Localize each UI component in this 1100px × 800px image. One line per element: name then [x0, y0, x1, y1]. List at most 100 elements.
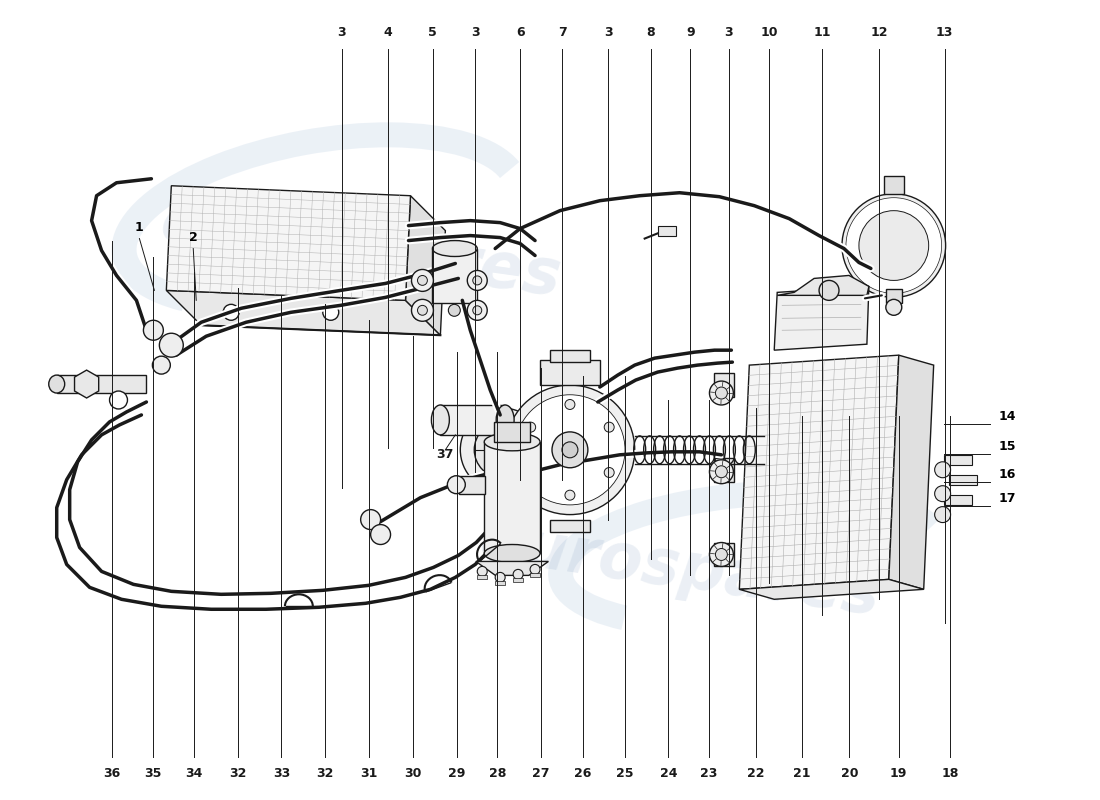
- Polygon shape: [540, 360, 600, 385]
- Text: 1: 1: [135, 221, 144, 234]
- Circle shape: [715, 549, 727, 561]
- Polygon shape: [406, 196, 446, 335]
- Circle shape: [935, 462, 950, 478]
- Text: 5: 5: [428, 26, 437, 39]
- Circle shape: [411, 299, 433, 322]
- Circle shape: [513, 570, 524, 579]
- Text: 14: 14: [999, 410, 1016, 423]
- Bar: [494, 422, 530, 442]
- Circle shape: [361, 510, 381, 530]
- Text: 18: 18: [942, 766, 959, 780]
- Circle shape: [526, 422, 536, 432]
- Polygon shape: [774, 286, 869, 350]
- Bar: [440, 405, 505, 435]
- Circle shape: [526, 467, 536, 478]
- Circle shape: [474, 422, 530, 478]
- Circle shape: [477, 566, 487, 576]
- Bar: [432, 249, 477, 303]
- Bar: [886, 290, 902, 303]
- Circle shape: [842, 194, 946, 298]
- Text: 32: 32: [229, 766, 246, 780]
- Polygon shape: [476, 562, 549, 575]
- Text: 12: 12: [870, 26, 888, 39]
- Text: 16: 16: [999, 468, 1015, 481]
- Text: 32: 32: [317, 766, 334, 780]
- Circle shape: [223, 304, 239, 320]
- Text: 6: 6: [516, 26, 525, 39]
- Bar: [550, 350, 590, 362]
- Circle shape: [418, 306, 428, 315]
- Text: 20: 20: [840, 766, 858, 780]
- Circle shape: [820, 281, 839, 300]
- Bar: [944, 455, 971, 465]
- Circle shape: [604, 422, 614, 432]
- Circle shape: [449, 304, 460, 316]
- Polygon shape: [889, 355, 934, 590]
- Circle shape: [322, 304, 339, 320]
- Ellipse shape: [432, 241, 477, 257]
- Circle shape: [160, 334, 184, 357]
- Bar: [57, 375, 146, 393]
- Polygon shape: [714, 458, 735, 482]
- Polygon shape: [714, 542, 735, 566]
- Text: 17: 17: [999, 492, 1016, 505]
- Bar: [477, 575, 487, 579]
- Circle shape: [846, 198, 942, 294]
- Text: 3: 3: [338, 26, 346, 39]
- Polygon shape: [739, 355, 899, 590]
- Text: 3: 3: [725, 26, 733, 39]
- Circle shape: [562, 442, 578, 458]
- Bar: [513, 578, 524, 582]
- Polygon shape: [166, 290, 440, 335]
- Circle shape: [460, 408, 544, 492]
- Circle shape: [110, 391, 128, 409]
- Circle shape: [710, 542, 734, 566]
- Text: 29: 29: [448, 766, 465, 780]
- Circle shape: [715, 387, 727, 399]
- Text: eurospares: eurospares: [475, 510, 884, 628]
- Bar: [658, 226, 675, 235]
- Circle shape: [153, 356, 170, 374]
- Text: 23: 23: [701, 766, 717, 780]
- Circle shape: [515, 394, 625, 505]
- Text: 4: 4: [384, 26, 392, 39]
- Circle shape: [710, 381, 734, 405]
- Text: 36: 36: [103, 766, 120, 780]
- Circle shape: [468, 270, 487, 290]
- Text: 30: 30: [405, 766, 421, 780]
- Bar: [460, 476, 485, 494]
- Text: 28: 28: [488, 766, 506, 780]
- Circle shape: [565, 399, 575, 410]
- Circle shape: [473, 306, 482, 314]
- Bar: [948, 474, 977, 485]
- Text: 33: 33: [273, 766, 290, 780]
- Ellipse shape: [484, 433, 540, 451]
- Circle shape: [491, 438, 514, 462]
- Text: 27: 27: [532, 766, 550, 780]
- Circle shape: [710, 460, 734, 484]
- Circle shape: [495, 572, 505, 582]
- Text: 24: 24: [660, 766, 678, 780]
- Text: 37: 37: [437, 448, 454, 462]
- Polygon shape: [714, 373, 735, 397]
- Text: 15: 15: [999, 440, 1016, 453]
- Text: 35: 35: [144, 766, 162, 780]
- Text: 3: 3: [471, 26, 480, 39]
- Bar: [484, 442, 540, 554]
- Circle shape: [505, 385, 635, 514]
- Circle shape: [143, 320, 163, 340]
- Circle shape: [565, 490, 575, 500]
- Text: 31: 31: [361, 766, 377, 780]
- Text: 8: 8: [647, 26, 656, 39]
- Bar: [944, 494, 971, 505]
- Bar: [530, 574, 540, 578]
- Text: 21: 21: [793, 766, 811, 780]
- Polygon shape: [166, 186, 410, 300]
- Text: 7: 7: [558, 26, 566, 39]
- Circle shape: [859, 210, 928, 281]
- Ellipse shape: [496, 405, 514, 435]
- Text: 34: 34: [185, 766, 202, 780]
- Circle shape: [886, 299, 902, 315]
- Text: 13: 13: [936, 26, 954, 39]
- Ellipse shape: [431, 405, 450, 435]
